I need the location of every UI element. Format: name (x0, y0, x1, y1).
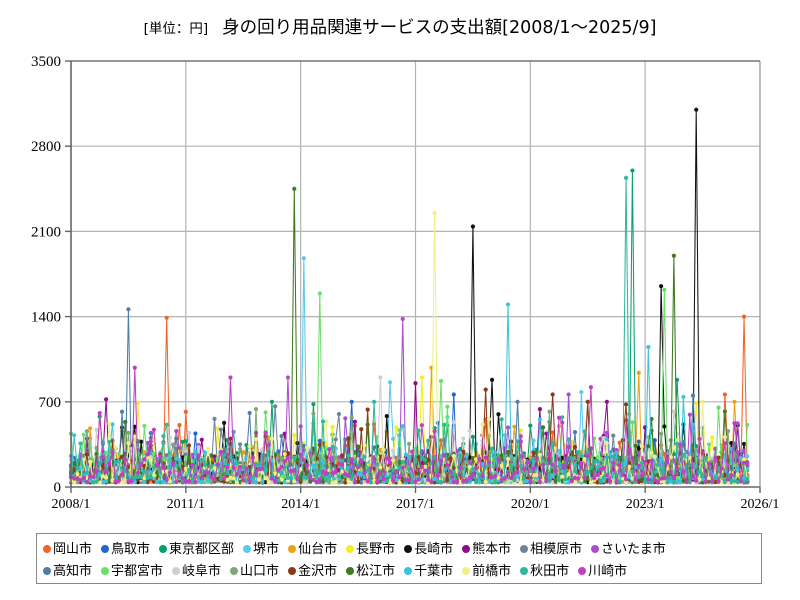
legend-marker-icon (346, 545, 355, 553)
legend-item-相模原市[interactable]: 相模原市 (520, 543, 582, 556)
legend-label: 岐阜市 (182, 563, 222, 579)
plot-area: 0 700 1400 2100 2800 3500 2008/1 2011/1 2014/1 20… (31, 54, 780, 512)
legend-label: 千葉市 (414, 563, 454, 579)
legend-item-長崎市[interactable]: 長崎市 (404, 543, 453, 556)
legend-label: 熊本市 (472, 541, 512, 557)
legend-item-さいたま市[interactable]: さいたま市 (591, 543, 666, 556)
legend-label: 堺市 (253, 541, 280, 557)
chart-legend: 岡山市 鳥取市 東京都区部 堺市 仙台市 長野市 長崎市 熊本市 相模原市 さいたま市 高知市 宇都… (36, 533, 762, 584)
legend-marker-icon (230, 567, 239, 575)
series-layer (68, 107, 750, 485)
legend-marker-icon (288, 567, 297, 575)
legend-marker-icon (520, 545, 529, 553)
legend-marker-icon (578, 567, 587, 575)
legend-label: 長野市 (356, 541, 396, 557)
legend-marker-icon (288, 545, 297, 553)
x-tick-label: 2008/1 (52, 497, 91, 512)
legend-marker-icon (591, 545, 600, 553)
y-tick-label: 700 (39, 395, 62, 411)
line-chart-svg: 0 700 1400 2100 2800 3500 2008/1 2011/1 2014/1 20… (31, 54, 780, 512)
legend-item-岡山市[interactable]: 岡山市 (43, 543, 92, 556)
y-tick-label: 0 (54, 480, 62, 496)
y-tick-label: 3500 (31, 54, 61, 70)
legend-label: 川崎市 (588, 563, 628, 579)
legend-marker-icon (43, 567, 51, 575)
x-tick-label: 2017/1 (396, 497, 435, 512)
legend-item-松江市[interactable]: 松江市 (346, 565, 395, 578)
legend-item-熊本市[interactable]: 熊本市 (462, 543, 511, 556)
legend-item-岐阜市[interactable]: 岐阜市 (172, 565, 221, 578)
x-tick-label: 2014/1 (281, 497, 320, 512)
legend-label: 長崎市 (414, 541, 454, 557)
legend-marker-icon (172, 567, 181, 575)
legend-label: 前橋市 (472, 563, 512, 579)
legend-marker-icon (101, 567, 110, 575)
legend-item-堺市[interactable]: 堺市 (243, 543, 279, 556)
legend-marker-icon (101, 545, 110, 553)
legend-item-東京都区部[interactable]: 東京都区部 (159, 543, 234, 556)
legend-item-山口市[interactable]: 山口市 (230, 565, 279, 578)
legend-marker-icon (404, 567, 413, 575)
legend-row-2: 高知市 宇都宮市 岐阜市 山口市 金沢市 松江市 千葉市 前橋市 秋田市 川崎市 (43, 560, 755, 582)
legend-label: 松江市 (356, 563, 396, 579)
y-tick-label: 2800 (31, 139, 61, 155)
legend-marker-icon (243, 545, 252, 553)
unit-label: [単位：円] (143, 21, 209, 37)
legend-row-1: 岡山市 鳥取市 東京都区部 堺市 仙台市 長野市 長崎市 熊本市 相模原市 さいたま市 (43, 538, 755, 560)
legend-item-仙台市[interactable]: 仙台市 (288, 543, 337, 556)
legend-marker-icon (462, 545, 471, 553)
legend-marker-icon (159, 545, 168, 553)
legend-label: 高知市 (53, 563, 93, 579)
legend-label: 相模原市 (530, 541, 583, 557)
legend-item-鳥取市[interactable]: 鳥取市 (101, 543, 150, 556)
legend-item-千葉市[interactable]: 千葉市 (404, 565, 453, 578)
legend-item-金沢市[interactable]: 金沢市 (288, 565, 337, 578)
x-tick-label: 2023/1 (626, 497, 665, 512)
legend-label: 秋田市 (530, 563, 570, 579)
legend-label: 仙台市 (298, 541, 338, 557)
legend-item-川崎市[interactable]: 川崎市 (578, 565, 627, 578)
legend-item-秋田市[interactable]: 秋田市 (520, 565, 569, 578)
legend-marker-icon (346, 567, 355, 575)
legend-marker-icon (520, 567, 529, 575)
legend-label: 東京都区部 (169, 541, 235, 557)
x-tick-label: 2020/1 (511, 497, 550, 512)
legend-item-宇都宮市[interactable]: 宇都宮市 (101, 565, 163, 578)
page-title: 身の回り用品関連サービスの支出額[2008/1～2025/9] (222, 18, 657, 38)
legend-marker-icon (43, 545, 51, 553)
legend-item-長野市[interactable]: 長野市 (346, 543, 395, 556)
legend-label: 宇都宮市 (111, 563, 164, 579)
legend-label: 金沢市 (298, 563, 338, 579)
legend-label: さいたま市 (601, 541, 666, 557)
legend-label: 山口市 (240, 563, 280, 579)
series-長崎市 (68, 107, 750, 485)
legend-marker-icon (404, 545, 413, 553)
y-tick-label: 1400 (31, 310, 61, 326)
legend-item-高知市[interactable]: 高知市 (43, 565, 92, 578)
legend-label: 鳥取市 (111, 541, 151, 557)
chart-title-row: [単位：円] 身の回り用品関連サービスの支出額[2008/1～2025/9] (0, 14, 800, 39)
series-川崎市 (68, 365, 750, 485)
x-tick-label: 2011/1 (167, 497, 205, 512)
legend-item-前橋市[interactable]: 前橋市 (462, 565, 511, 578)
legend-marker-icon (462, 567, 471, 575)
y-tick-label: 2100 (31, 224, 61, 240)
x-tick-label: 2026/1 (741, 497, 780, 512)
legend-label: 岡山市 (53, 541, 93, 557)
